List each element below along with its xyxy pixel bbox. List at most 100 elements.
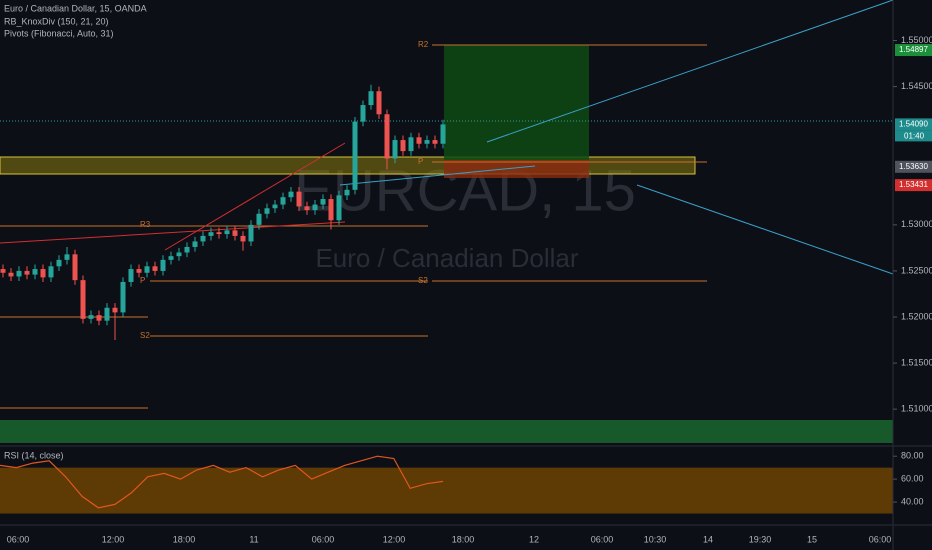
- candle-body: [376, 91, 382, 115]
- price-tick-label: 1.52000: [901, 311, 932, 321]
- support-zone: [0, 156, 696, 175]
- rsi-band: [0, 467, 893, 514]
- candle-body: [128, 269, 134, 282]
- price-tag-label: 1.53630: [899, 162, 928, 171]
- candle-body: [280, 197, 286, 205]
- candle-body: [40, 269, 46, 278]
- time-label: 15: [807, 534, 817, 544]
- time-label: 12: [529, 534, 539, 544]
- candle-body: [272, 204, 278, 209]
- candle-body: [208, 232, 214, 236]
- candle-body: [240, 235, 246, 242]
- candle-body: [96, 315, 102, 321]
- price-tag-label: 1.54897: [899, 45, 928, 54]
- candle-body: [248, 224, 254, 242]
- candle-body: [16, 270, 22, 277]
- candle-body: [144, 266, 150, 273]
- candle-body: [56, 259, 62, 267]
- candle-body: [88, 315, 94, 319]
- time-label: 06:00: [7, 534, 30, 544]
- price-tick-label: 1.52500: [901, 265, 932, 275]
- rsi-title: RSI (14, close): [4, 450, 64, 460]
- candle-body: [328, 199, 334, 221]
- legend-indicator: RB_KnoxDiv (150, 21, 20): [4, 16, 109, 26]
- price-tag: [895, 118, 932, 131]
- candle-body: [72, 254, 78, 281]
- demand-zone: [0, 420, 893, 443]
- candle-body: [392, 140, 398, 159]
- pivot-label: S2: [418, 276, 428, 285]
- candle-body: [160, 259, 166, 271]
- long-stop-box: [444, 160, 589, 178]
- time-label: 11: [249, 534, 258, 544]
- candle-body: [256, 213, 262, 225]
- time-label: 06:00: [591, 534, 614, 544]
- legend-symbol: Euro / Canadian Dollar, 15, OANDA: [4, 3, 147, 13]
- pivot-lines: [0, 44, 707, 409]
- time-label: 12:00: [383, 534, 406, 544]
- candle-body: [432, 140, 438, 144]
- rsi-tick-label: 80.00: [901, 451, 924, 461]
- candle-body: [200, 235, 206, 242]
- countdown-bg: [895, 130, 932, 142]
- candle-body: [336, 195, 342, 221]
- pivot-label: S2: [140, 331, 150, 340]
- candle-body: [296, 191, 302, 207]
- rsi-tick-label: 40.00: [901, 496, 924, 506]
- candle-body: [24, 270, 30, 275]
- trend-drawings: [0, 0, 894, 275]
- candles: [0, 84, 446, 341]
- price-tick-label: 1.51500: [901, 357, 932, 367]
- candle-body: [168, 256, 174, 260]
- candle-body: [176, 252, 182, 257]
- candle-body: [312, 204, 318, 211]
- candle-body: [112, 307, 118, 313]
- long-target-box: [444, 45, 589, 160]
- candle-body: [288, 191, 294, 198]
- candle-body: [224, 230, 230, 235]
- pivot-label: P: [418, 157, 423, 166]
- time-label: 06:00: [869, 534, 892, 544]
- time-label: 18:00: [173, 534, 196, 544]
- candle-body: [424, 140, 430, 144]
- candle-body: [80, 280, 86, 319]
- price-tag-label: 1.54090: [899, 120, 928, 129]
- candle-body: [152, 266, 158, 271]
- price-tag: [895, 179, 932, 192]
- watermark-name: Euro / Canadian Dollar: [315, 243, 578, 273]
- pivot-label: R2: [418, 40, 429, 49]
- candle-body: [104, 307, 110, 321]
- rsi-line: [0, 455, 444, 509]
- candle-body: [216, 232, 222, 235]
- candle-body: [360, 105, 366, 122]
- time-label: 12:00: [102, 534, 125, 544]
- price-tick-label: 1.55000: [901, 35, 932, 45]
- candle-body: [400, 140, 406, 152]
- candle-body: [48, 266, 54, 278]
- candle-body: [64, 254, 70, 260]
- candle-body: [352, 121, 358, 190]
- price-tick-label: 1.51000: [901, 404, 932, 414]
- price-tag: [895, 160, 932, 173]
- price-tick-label: 1.54500: [901, 81, 932, 91]
- candle-body: [368, 91, 374, 106]
- candle-body: [408, 137, 414, 152]
- candle-body: [320, 199, 326, 205]
- time-label: 18:00: [452, 534, 475, 544]
- candle-body: [344, 189, 350, 196]
- time-label: 06:00: [312, 534, 335, 544]
- rsi-tick-label: 60.00: [901, 473, 924, 483]
- candle-body: [192, 241, 198, 247]
- candle-body: [120, 281, 126, 313]
- price-tag-label: 1.53431: [899, 180, 928, 189]
- time-label: 14: [703, 534, 713, 544]
- legend-indicator: Pivots (Fibonacci, Auto, 31): [4, 28, 114, 38]
- candle-body: [232, 230, 238, 236]
- candle-body: [136, 269, 142, 273]
- candle-body: [8, 272, 14, 277]
- candle-body: [384, 114, 390, 159]
- price-tag: [895, 44, 932, 57]
- candle-body: [32, 269, 38, 275]
- candle-body: [264, 208, 270, 214]
